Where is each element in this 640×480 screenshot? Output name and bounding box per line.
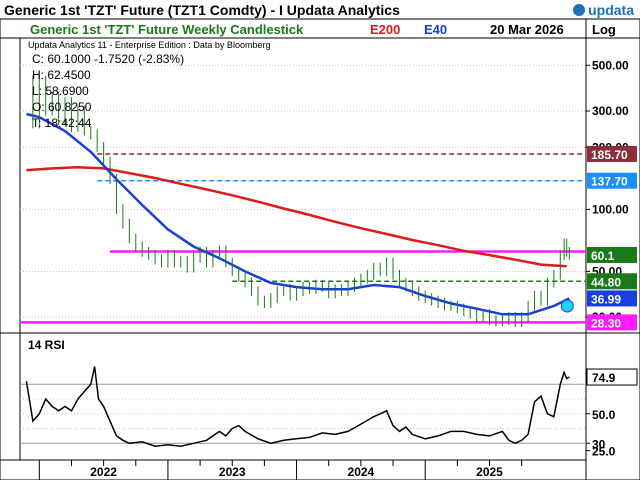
log-scale-label[interactable]: Log [592,22,616,37]
last-value-label: 60.1 [591,249,615,263]
level-label-bg [587,273,637,290]
x-year-label: 2022 [90,465,117,479]
chart-date: 20 Mar 2026 [490,22,564,37]
rsi-tick-label: 25.0 [592,445,616,459]
level-label: 44.80 [591,275,621,289]
price-axis: 500.00300.00200.00100.0050.0030.00185.70… [586,58,637,331]
level-label: 137.70 [591,175,628,189]
series-e200-line [26,166,567,268]
price-series [26,75,574,328]
price-tick-label: 500.00 [592,58,629,72]
level-label-bg [587,172,637,189]
x-year-label: 2024 [348,465,375,479]
edition-note: Updata Analytics 11 - Enterprise Edition… [28,40,271,50]
ohlc-time: T: 18:42:44 [32,116,92,130]
rsi-series [25,366,570,447]
window-title: Generic 1st 'TZT' Future (TZT1 Comdty) -… [4,2,400,18]
last-value-bg [587,246,637,263]
rsi-tick-label: 50.0 [592,408,616,422]
brand-name: updata [588,2,634,18]
rsi-tick-label: 30 [592,437,606,451]
ohlc-close: C: 60.1000 -1.7520 (-2.83%) [32,52,185,66]
ohlc-low: L: 58.6900 [32,84,89,98]
price-gridlines [20,64,586,318]
chart-subtitle: Generic 1st 'TZT' Future Weekly Candlest… [30,22,304,37]
updata-logo-icon [573,4,586,16]
x-axis: 2022 2023 2024 2025 [38,460,523,480]
rsi-title: 14 RSI [28,338,65,352]
legend-e200[interactable]: E200 [370,22,401,37]
x-year-label: 2023 [219,465,246,479]
series-e40-line [26,112,570,316]
level-label-bg [587,145,637,162]
ohlc-open: O: 60.8250 [32,100,92,114]
legend-e40[interactable]: E40 [424,22,448,37]
rsi-last-bg [586,368,638,386]
last-value-label: 36.99 [591,292,621,306]
level-label: 28.30 [591,316,621,330]
x-year-label: 2025 [476,465,503,479]
rsi-tick-label: 74.9 [592,371,616,385]
ohlc-high: H: 62.4500 [32,68,91,82]
brand-logo: updata [573,2,634,18]
horizontal-levels [20,153,586,324]
rsi-gridlines [20,383,586,444]
level-label-bg [587,314,637,331]
rsi-line [25,366,570,447]
chart-frame [0,18,640,480]
marker-circle [560,299,574,313]
price-tick-label: 300.00 [592,104,629,118]
level-label: 185.70 [591,148,628,162]
price-tick-label: 100.00 [592,202,629,216]
last-value-bg [587,290,637,307]
